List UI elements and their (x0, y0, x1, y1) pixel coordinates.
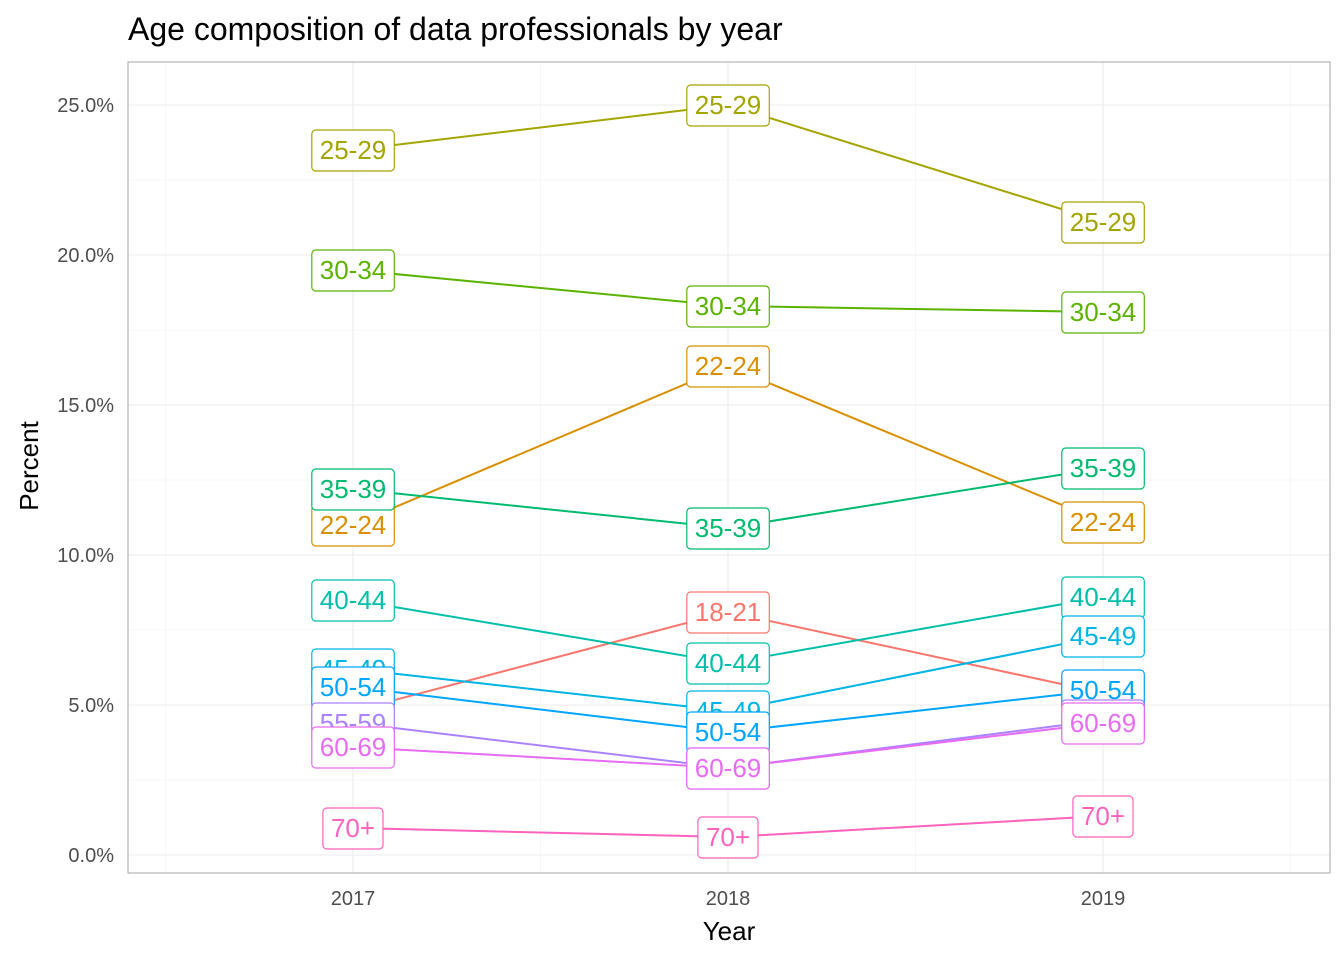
point-label-35-39-2018: 35-39 (686, 507, 770, 550)
point-label-50-54-2018: 50-54 (686, 711, 770, 754)
point-label-text: 60-69 (1070, 708, 1137, 738)
y-tick-label: 25.0% (57, 95, 114, 117)
y-axis-title: Percent (14, 420, 44, 510)
point-label-text: 40-44 (1070, 582, 1137, 612)
point-label-25-29-2018: 25-29 (686, 84, 770, 127)
point-label-text: 25-29 (1070, 207, 1137, 237)
point-label-25-29-2019: 25-29 (1061, 201, 1145, 244)
point-label-30-34-2019: 30-34 (1061, 291, 1145, 334)
label-box (311, 129, 395, 172)
point-label-40-44-2017: 40-44 (311, 579, 395, 622)
x-tick-label: 2017 (331, 888, 376, 910)
label-box (686, 747, 770, 790)
panel-border (127, 61, 1331, 874)
point-label-70+-2018: 70+ (697, 816, 759, 859)
point-label-text: 60-69 (695, 753, 762, 783)
axes: 0.0% 5.0% 10.0% 15.0% 20.0% 25.0% 2017 2018 2019 (57, 61, 1331, 910)
point-label-text: 40-44 (695, 648, 762, 678)
point-label-text: 18-21 (695, 597, 762, 627)
x-axis-title: Year (703, 916, 756, 946)
label-box (686, 84, 770, 127)
point-label-30-34-2018: 30-34 (686, 285, 770, 328)
point-label-text: 70+ (706, 822, 750, 852)
point-label-text: 50-54 (320, 672, 387, 702)
label-box (1061, 291, 1145, 334)
label-box (1061, 501, 1145, 544)
point-label-text: 70+ (331, 813, 375, 843)
chart-title: Age composition of data professionals by… (128, 11, 783, 47)
point-label-22-24-2017: 22-24 (311, 504, 395, 547)
point-label-text: 35-39 (320, 474, 387, 504)
point-label-text: 35-39 (695, 513, 762, 543)
point-label-35-39-2017: 35-39 (311, 468, 395, 511)
label-box (686, 591, 770, 634)
point-label-60-69-2018: 60-69 (686, 747, 770, 790)
label-box (1072, 795, 1134, 838)
point-label-text: 22-24 (1070, 507, 1137, 537)
label-box (311, 579, 395, 622)
point-label-45-49-2019: 45-49 (1061, 615, 1145, 658)
point-label-70+-2017: 70+ (322, 807, 384, 850)
label-box (697, 816, 759, 859)
y-tick-label: 20.0% (57, 245, 114, 267)
y-tick-label: 5.0% (68, 695, 114, 717)
point-label-text: 50-54 (695, 717, 762, 747)
y-tick-label: 10.0% (57, 545, 114, 567)
label-box (1061, 702, 1145, 745)
point-label-22-24-2019: 22-24 (1061, 501, 1145, 544)
label-box (311, 249, 395, 292)
point-label-70+-2019: 70+ (1072, 795, 1134, 838)
point-label-text: 40-44 (320, 585, 387, 615)
point-label-text: 30-34 (1070, 297, 1137, 327)
label-box (311, 468, 395, 511)
point-label-18-21-2018: 18-21 (686, 591, 770, 634)
label-box (1061, 447, 1145, 490)
point-label-text: 70+ (1081, 801, 1125, 831)
point-label-text: 25-29 (695, 90, 762, 120)
point-label-text: 25-29 (320, 135, 387, 165)
point-label-60-69-2017: 60-69 (311, 726, 395, 769)
point-label-text: 22-24 (320, 510, 387, 540)
point-label-50-54-2017: 50-54 (311, 666, 395, 709)
label-box (311, 726, 395, 769)
point-label-40-44-2018: 40-44 (686, 642, 770, 685)
point-label-text: 22-24 (695, 351, 762, 381)
point-label-30-34-2017: 30-34 (311, 249, 395, 292)
y-tick-label: 0.0% (68, 845, 114, 867)
point-label-text: 45-49 (1070, 621, 1137, 651)
point-label-text: 35-39 (1070, 453, 1137, 483)
label-box (686, 507, 770, 550)
label-box (1061, 615, 1145, 658)
x-tick-label: 2019 (1081, 888, 1126, 910)
point-label-22-24-2018: 22-24 (686, 345, 770, 388)
point-label-35-39-2019: 35-39 (1061, 447, 1145, 490)
label-box (686, 345, 770, 388)
point-labels: 18-2118-2118-2122-2422-2422-2425-2925-29… (311, 84, 1145, 859)
point-label-text: 30-34 (320, 255, 387, 285)
point-label-25-29-2017: 25-29 (311, 129, 395, 172)
point-label-40-44-2019: 40-44 (1061, 576, 1145, 619)
label-box (686, 285, 770, 328)
label-box (1061, 201, 1145, 244)
point-label-text: 60-69 (320, 732, 387, 762)
label-box (322, 807, 384, 850)
x-tick-label: 2018 (706, 888, 751, 910)
point-label-text: 30-34 (695, 291, 762, 321)
y-tick-label: 15.0% (57, 395, 114, 417)
label-box (686, 642, 770, 685)
point-label-60-69-2019: 60-69 (1061, 702, 1145, 745)
